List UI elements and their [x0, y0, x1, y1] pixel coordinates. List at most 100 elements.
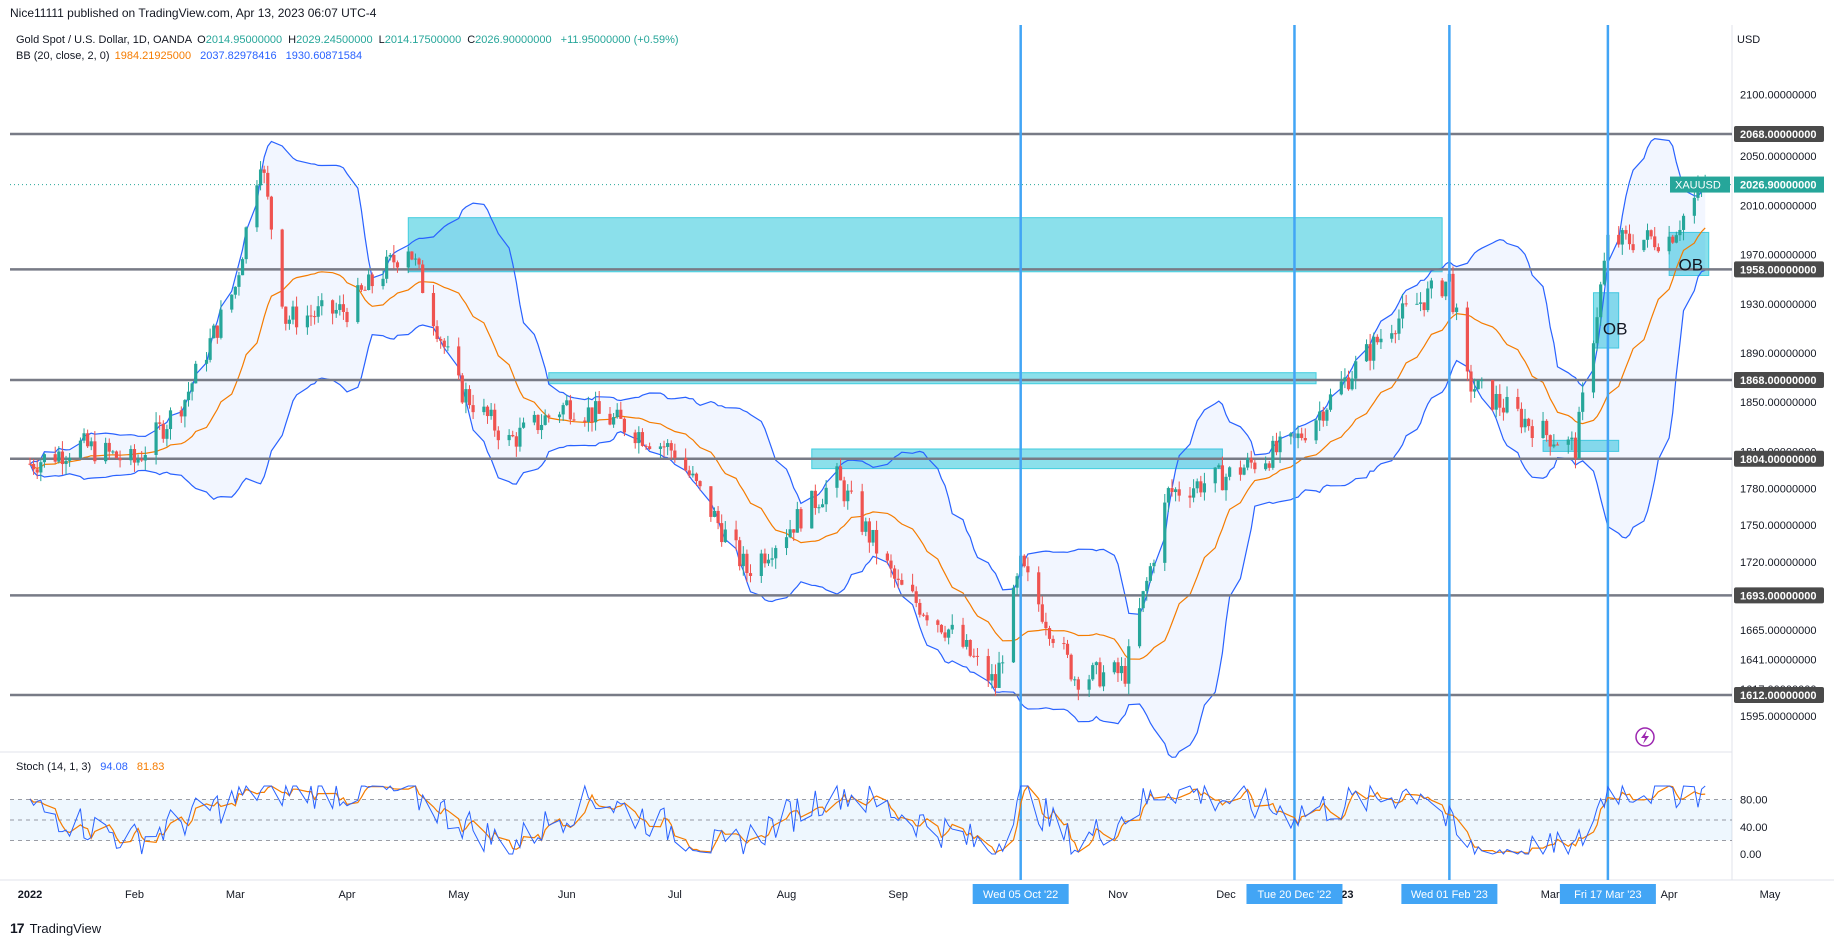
- candle-body: [612, 417, 616, 425]
- candle-body: [1671, 236, 1675, 243]
- candle-body: [1300, 433, 1304, 439]
- candle-body: [312, 316, 317, 318]
- candle-body: [871, 529, 875, 543]
- candle-body: [914, 591, 918, 603]
- candle-body: [280, 229, 284, 307]
- candle-body: [622, 418, 627, 433]
- ohlc-values: O2014.95000000 H2029.24500000 L2014.175000…: [197, 34, 557, 46]
- candle-body: [154, 422, 158, 455]
- candle-body: [925, 615, 929, 621]
- candle-body: [1177, 489, 1181, 496]
- time-label-6: Jul: [668, 889, 682, 901]
- candle-body: [1328, 394, 1333, 410]
- candle-body: [1087, 679, 1091, 690]
- time-label-0: 2022: [18, 889, 42, 901]
- candle-body: [846, 490, 850, 502]
- candle-body: [792, 529, 796, 533]
- lightning-bolt-icon: [1641, 730, 1649, 744]
- candle-body: [186, 391, 191, 401]
- candle-body: [1599, 284, 1603, 318]
- candle-body: [669, 443, 673, 451]
- candle-body: [633, 432, 637, 444]
- candle-body: [1264, 463, 1268, 470]
- candle-body: [258, 169, 263, 186]
- candle-body: [35, 469, 39, 473]
- candle-body: [619, 409, 623, 419]
- candle-body: [1415, 303, 1419, 305]
- ob-label-1: OB: [1679, 255, 1704, 274]
- candle-body: [291, 306, 295, 320]
- candle-body: [1516, 396, 1520, 409]
- level-label-2: 1868.00000000: [1740, 375, 1816, 387]
- price-tick-label-9: 1750.00000000: [1740, 520, 1816, 532]
- time-label-4: May: [448, 889, 469, 901]
- candle-body: [194, 363, 198, 384]
- price-tick-label-6: 1850.00000000: [1740, 397, 1816, 409]
- time-label-1: Feb: [125, 889, 144, 901]
- candle-body: [658, 446, 663, 449]
- candle-body: [435, 326, 439, 340]
- candle-body: [1011, 587, 1016, 663]
- candle-body: [1581, 392, 1585, 412]
- time-label-5: Jun: [558, 889, 576, 901]
- time-label-12: Mar: [1541, 889, 1560, 901]
- ohlc-key-o: O: [197, 34, 206, 46]
- candle-body: [1465, 307, 1469, 372]
- candle-body: [168, 410, 173, 430]
- candle-body: [1527, 418, 1531, 427]
- candle-body: [1170, 488, 1174, 493]
- candle-body: [363, 289, 367, 291]
- candle-body: [204, 359, 209, 364]
- candle-body: [1426, 288, 1430, 311]
- candle-body: [965, 639, 969, 647]
- candle-body: [889, 560, 893, 569]
- marker-label-bg-3: [1559, 884, 1656, 904]
- candle-body: [471, 405, 475, 413]
- symbol-badge: XAUUSD: [1675, 180, 1721, 192]
- candle-body: [1224, 476, 1228, 491]
- candle-body: [1152, 562, 1156, 567]
- candle-body: [1246, 458, 1250, 468]
- candle-body: [395, 262, 400, 268]
- candle-body: [367, 274, 371, 291]
- candle-body: [1166, 488, 1170, 503]
- candle-body: [1195, 481, 1199, 489]
- time-label-2: Mar: [226, 889, 245, 901]
- bb-upper-value: 2037.82978416: [200, 50, 277, 62]
- candle-body: [320, 300, 324, 307]
- candle-body: [1137, 608, 1142, 647]
- candle-body: [129, 449, 133, 461]
- candle-body: [1199, 481, 1203, 493]
- price-tick-label-10: 1720.00000000: [1740, 557, 1816, 569]
- price-tick-label-5: 1890.00000000: [1740, 348, 1816, 360]
- candle-body: [842, 480, 846, 502]
- candle-body: [565, 400, 569, 406]
- candle-body: [413, 258, 418, 260]
- symbol-title: Gold Spot / U.S. Dollar, 1D, OANDA: [16, 34, 193, 46]
- candle-body: [294, 306, 299, 328]
- candle-body: [759, 553, 763, 576]
- candle-body: [1321, 411, 1325, 421]
- candle-body: [1555, 444, 1560, 446]
- candle-body: [838, 466, 843, 481]
- bb-basis-line: [29, 227, 1706, 660]
- candle-body: [392, 254, 396, 263]
- candle-body: [532, 414, 536, 423]
- candle-body: [1368, 344, 1372, 361]
- candle-body: [53, 454, 57, 462]
- candle-body: [1624, 230, 1628, 234]
- zone-box-0: [407, 217, 1443, 273]
- candle-body: [1148, 566, 1152, 581]
- candle-body: [608, 413, 612, 425]
- candle-body: [1073, 679, 1077, 681]
- level-label-bg-5: [1734, 687, 1824, 703]
- marker-label-bg-1: [1246, 884, 1343, 904]
- candle-body: [1044, 621, 1048, 629]
- candle-body: [709, 486, 713, 517]
- bb-lower-line: [29, 269, 1706, 758]
- candle-body: [993, 674, 998, 688]
- candle-body: [1076, 679, 1080, 690]
- level-label-bg-4: [1734, 587, 1824, 604]
- candle-body: [1440, 280, 1444, 297]
